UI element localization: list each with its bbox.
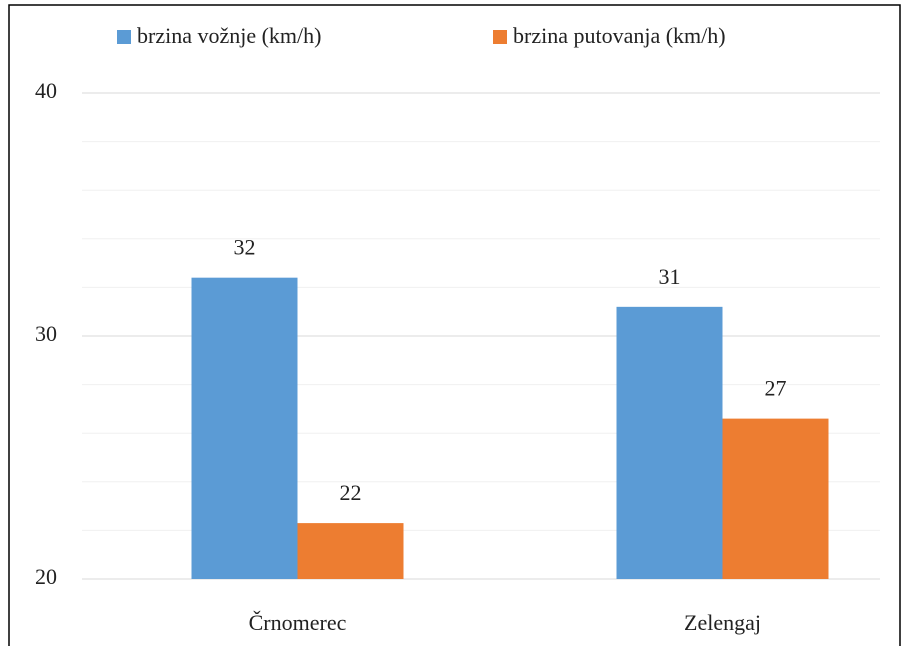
bar [722,418,829,579]
bar [616,306,723,579]
bar [297,523,404,579]
data-label: 32 [234,235,256,260]
legend-swatch [493,30,507,44]
y-tick-label: 30 [35,321,57,346]
data-label: 31 [659,264,681,289]
data-label: 27 [765,376,787,401]
legend-label: brzina putovanja (km/h) [513,23,726,48]
legend-swatch [117,30,131,44]
bar [191,277,298,579]
x-tick-label: Zelengaj [684,610,761,635]
data-label: 22 [340,480,362,505]
x-tick-label: Črnomerec [249,610,347,635]
y-tick-label: 20 [35,564,57,589]
legend-label: brzina vožnje (km/h) [137,23,322,48]
y-tick-label: 40 [35,78,57,103]
